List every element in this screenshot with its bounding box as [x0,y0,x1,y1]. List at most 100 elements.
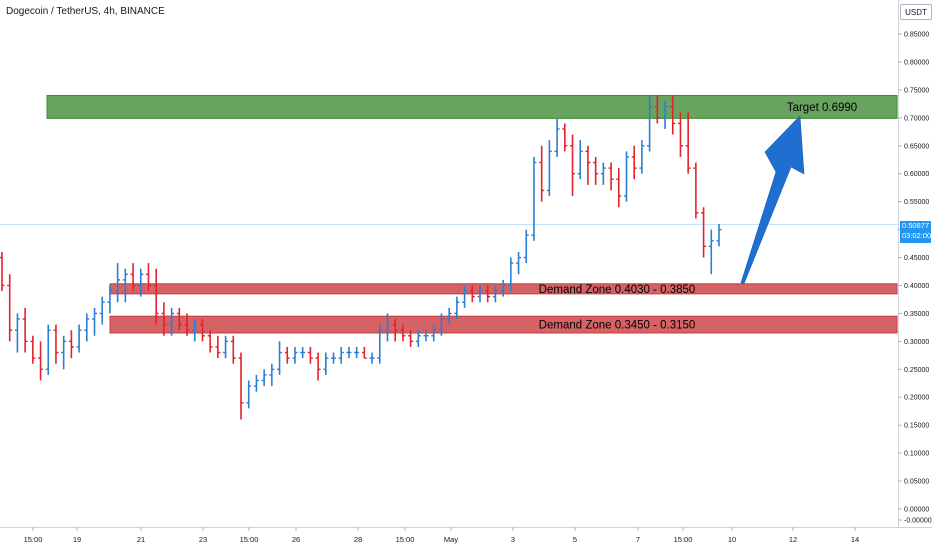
y-tick-label: 0.65000 [904,143,929,150]
zone-label: Demand Zone 0.4030 - 0.3850 [539,284,696,296]
ohlc-bar [639,140,645,174]
ohlc-bar [462,285,468,308]
ohlc-bar [562,123,568,152]
ohlc-bar [654,95,660,124]
ohlc-bar [300,346,306,359]
ohlc-bar [92,307,98,336]
ohlc-bar [22,307,28,353]
ohlc-bar [693,162,699,219]
ohlc-bar [647,95,653,152]
ohlc-bar [438,313,444,336]
x-tick-label: 15:00 [240,535,259,544]
ohlc-bar [184,313,190,336]
ohlc-bar [400,324,406,342]
ohlc-bar [423,330,429,342]
ohlc-bar [701,207,707,258]
last-price-label: 0.50877 03:02:00 [900,221,931,243]
ohlc-bar [546,140,552,197]
ohlc-bar [608,162,614,191]
time-axis[interactable]: 15:00 19 21 23 15:00 26 28 15:00 May 3 5 7 15:00 10 12… [0,527,932,544]
ohlc-bar [7,274,13,342]
y-tick-label: 0.80000 [904,59,929,66]
y-tick-label: 0.75000 [904,87,929,94]
zone-labels: Target 0.6990 Demand Zone 0.4030 - 0.3850… [539,102,857,332]
x-tick-label: 23 [199,535,207,544]
ohlc-bar [338,346,344,364]
y-tick-label: 0.45000 [904,255,929,262]
y-tick-label: 0.05000 [904,479,929,486]
zone-label: Demand Zone 0.3450 - 0.3150 [539,320,696,332]
ohlc-bar [192,319,198,342]
ohlc-bar [539,145,545,202]
x-tick-label: 12 [789,535,797,544]
y-tick-label: 0.20000 [904,395,929,402]
ohlc-bar [145,263,151,292]
ohlc-bar [616,168,622,208]
ohlc-bar [30,335,36,364]
ohlc-bar [446,307,452,325]
currency-button[interactable]: USDT [900,4,932,20]
x-tick-label: 15:00 [24,535,43,544]
ohlc-bar [84,313,90,342]
ohlc-bar [477,285,483,303]
ohlc-bar [76,324,82,353]
ohlc-bar [415,330,421,347]
ohlc-bar [307,346,313,364]
ohlc-bar [431,324,437,342]
ohlc-bar [153,268,159,325]
y-tick-label: 0.30000 [904,339,929,346]
x-tick-label: 28 [354,535,362,544]
ohlc-bar [662,101,668,130]
x-tick-label: May [444,535,458,544]
ohlc-bar [554,117,560,157]
y-tick-label: 0.15000 [904,423,929,430]
ohlc-bar [323,352,329,375]
ohlc-bar [253,374,259,392]
ohlc-bar [469,285,475,303]
ohlc-bar [38,341,44,381]
ohlc-bar [0,251,5,292]
ohlc-bar [277,341,283,375]
ohlc-bar [585,145,591,185]
ohlc-bar [492,285,498,303]
ohlc-bar [361,346,367,359]
ohlc-bar [315,352,321,381]
ohlc-bar [623,151,629,202]
y-tick-label: 0.35000 [904,311,929,318]
ohlc-bar [508,257,514,292]
ohlc-bar [284,346,290,364]
ohlc-bar [708,229,714,275]
ohlc-bar [61,335,67,370]
y-tick-label: 0.70000 [904,115,929,122]
ohlc-bar [377,324,383,364]
ohlc-bar [138,268,144,297]
ohlc-bar [531,156,537,241]
projection-arrow [740,115,805,285]
x-tick-label: 19 [73,535,81,544]
ohlc-bar [122,268,128,303]
x-tick-label: 26 [292,535,300,544]
ohlc-bar [392,319,398,342]
ohlc-bar [292,346,298,364]
ohlc-bar [207,330,213,353]
ohlc-bar [384,313,390,342]
ohlc-bar [677,112,683,157]
ohlc-bar [261,369,267,387]
ohlc-bar [500,279,506,297]
ohlc-bar [130,263,136,292]
zone-label: Target 0.6990 [787,102,857,114]
ohlc-bar [107,285,113,314]
y-tick-label: -0.00000 [904,518,932,525]
ohlc-bar [523,229,529,264]
ohlc-bar [685,112,691,174]
ohlc-bar [223,335,229,359]
x-tick-label: 3 [511,535,515,544]
price-axis[interactable]: 0.85000 0.80000 0.75000 0.70000 0.65000 0.600… [898,0,932,527]
ohlc-bar [346,346,352,359]
ohlc-bar [238,352,244,420]
projection-arrow-shape [740,115,805,285]
x-tick-label: 7 [636,535,640,544]
x-tick-label: 10 [728,535,736,544]
